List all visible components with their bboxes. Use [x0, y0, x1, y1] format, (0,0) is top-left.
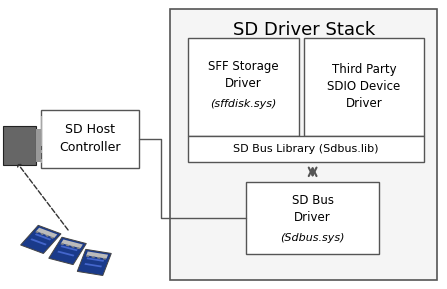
- FancyBboxPatch shape: [246, 182, 380, 254]
- Text: SD Driver Stack: SD Driver Stack: [232, 21, 375, 39]
- Text: SFF Storage
Driver: SFF Storage Driver: [208, 60, 279, 90]
- FancyBboxPatch shape: [57, 251, 74, 256]
- FancyBboxPatch shape: [35, 234, 51, 240]
- FancyBboxPatch shape: [40, 233, 44, 235]
- FancyBboxPatch shape: [35, 231, 39, 233]
- FancyBboxPatch shape: [170, 9, 438, 280]
- FancyBboxPatch shape: [91, 256, 95, 258]
- Text: Third Party
SDIO Device
Driver: Third Party SDIO Device Driver: [327, 64, 401, 110]
- FancyBboxPatch shape: [76, 247, 80, 249]
- FancyBboxPatch shape: [71, 246, 75, 248]
- Text: SD Bus
Driver: SD Bus Driver: [291, 194, 333, 224]
- FancyBboxPatch shape: [87, 257, 104, 262]
- FancyBboxPatch shape: [84, 263, 102, 267]
- FancyBboxPatch shape: [61, 240, 83, 248]
- FancyBboxPatch shape: [188, 136, 424, 162]
- FancyBboxPatch shape: [30, 238, 47, 245]
- FancyBboxPatch shape: [304, 38, 424, 136]
- FancyBboxPatch shape: [86, 255, 89, 257]
- Text: (Sdbus.sys): (Sdbus.sys): [280, 233, 345, 243]
- FancyBboxPatch shape: [3, 126, 36, 165]
- FancyBboxPatch shape: [21, 225, 61, 253]
- FancyBboxPatch shape: [50, 236, 54, 239]
- FancyBboxPatch shape: [86, 251, 108, 259]
- FancyBboxPatch shape: [36, 228, 57, 238]
- FancyBboxPatch shape: [60, 243, 64, 245]
- Text: SD Bus Library (​Sdbus.lib​): SD Bus Library (​Sdbus.lib​): [233, 144, 379, 154]
- Text: SD Host
Controller: SD Host Controller: [59, 123, 121, 154]
- FancyBboxPatch shape: [103, 258, 106, 260]
- FancyBboxPatch shape: [66, 244, 70, 247]
- FancyBboxPatch shape: [61, 245, 78, 251]
- FancyBboxPatch shape: [41, 110, 139, 168]
- FancyBboxPatch shape: [97, 257, 101, 259]
- FancyBboxPatch shape: [49, 237, 86, 265]
- FancyBboxPatch shape: [36, 129, 41, 162]
- FancyBboxPatch shape: [45, 235, 49, 237]
- FancyBboxPatch shape: [77, 249, 111, 275]
- Text: (sffdisk.sys): (sffdisk.sys): [211, 99, 277, 109]
- FancyBboxPatch shape: [188, 38, 299, 136]
